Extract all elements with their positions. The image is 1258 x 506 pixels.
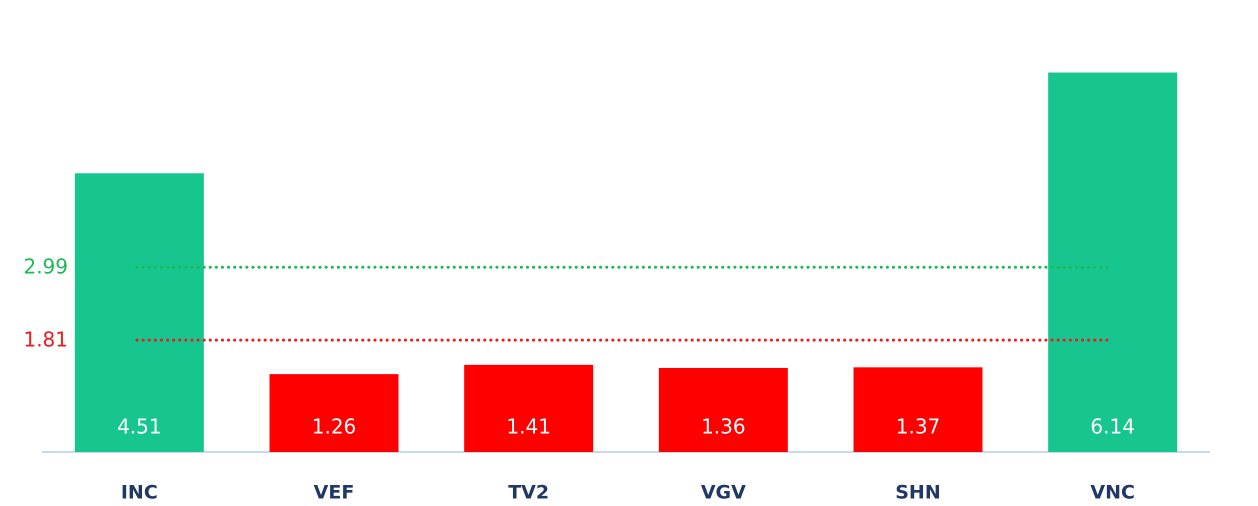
x-tick-label: INC <box>121 482 158 504</box>
bar <box>464 364 594 452</box>
bar <box>1048 72 1178 452</box>
reference-label: 2.99 <box>23 255 68 279</box>
x-tick-label: SHN <box>895 482 941 504</box>
value-label: 1.41 <box>506 415 551 439</box>
value-label: 6.14 <box>1090 415 1135 439</box>
bar <box>74 173 204 453</box>
value-label: 1.26 <box>312 415 357 439</box>
value-label: 4.51 <box>117 415 162 439</box>
bar <box>658 367 788 452</box>
x-tick-label: VEF <box>314 482 355 504</box>
reference-label: 1.81 <box>23 328 68 352</box>
value-label: 1.36 <box>701 415 746 439</box>
x-tick-label: TV2 <box>508 482 549 504</box>
bar <box>269 374 399 452</box>
bar <box>853 367 983 452</box>
x-tick-label: VGV <box>701 482 746 504</box>
value-label: 1.37 <box>896 415 941 439</box>
x-tick-label: VNC <box>1090 482 1135 504</box>
